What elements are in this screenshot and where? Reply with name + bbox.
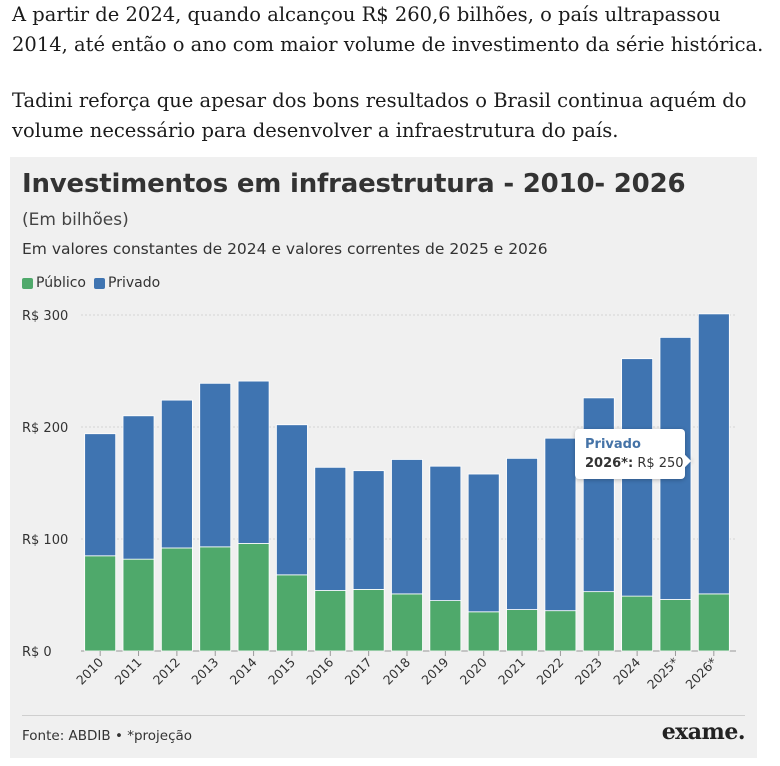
tooltip-category: 2026*:	[585, 456, 634, 471]
x-tick-label: 2018	[380, 654, 413, 687]
chart-note: Em valores constantes de 2024 e valores …	[22, 240, 548, 258]
x-tick-label: 2017	[342, 655, 375, 688]
bar-publico-2017[interactable]	[352, 588, 385, 652]
bar-publico-2024[interactable]	[621, 595, 654, 652]
x-tick-label: 2023	[572, 655, 605, 688]
article-paragraph-1: A partir de 2024, quando alcançou R$ 260…	[12, 3, 764, 56]
x-tick-label: 2013	[188, 655, 221, 688]
x-axis: 2010 2011 2012 2013 2014 2015 2016 2017 2018 2019…	[73, 651, 720, 692]
bar-privado-2018[interactable]	[391, 459, 423, 595]
bar-privado-2017[interactable]	[352, 470, 385, 590]
bar-privado-2026[interactable]	[697, 313, 730, 595]
legend-swatch-publico	[22, 277, 33, 289]
tooltip-value: R$ 250	[637, 456, 684, 471]
bar-privado-2022[interactable]	[544, 437, 577, 612]
bar-publico-2026[interactable]	[697, 593, 730, 652]
bar-privado-2011[interactable]	[122, 415, 155, 560]
tooltip-value-line: 2026*: R$ 250	[585, 456, 684, 471]
chart-card: R$ 0 R$ 100 R$ 200 R$ 300 2010 2011 2012 2013 2…	[10, 157, 757, 758]
footer-divider	[22, 715, 745, 716]
x-tick-label: 2012	[150, 655, 183, 688]
y-tick-label: R$ 100	[22, 533, 68, 548]
bar-privado-2019[interactable]	[429, 465, 462, 602]
legend-label-privado: Privado	[108, 275, 161, 291]
bar-privado-2014[interactable]	[237, 380, 270, 544]
bar-privado-2015[interactable]	[276, 424, 308, 576]
legend-label-publico: Público	[36, 275, 86, 291]
bar-publico-2012[interactable]	[160, 547, 193, 652]
exame-logo: exame.	[661, 719, 746, 745]
article-paragraph-2: Tadini reforça que apesar dos bons resul…	[12, 89, 747, 142]
bar-publico-2020[interactable]	[467, 611, 500, 652]
bar-publico-2011[interactable]	[122, 558, 155, 652]
bar-publico-2015[interactable]	[276, 574, 308, 652]
bar-publico-2021[interactable]	[506, 609, 538, 652]
x-tick-label: 2025*	[644, 655, 682, 693]
tooltip-series: Privado	[585, 437, 641, 452]
bar-publico-2025[interactable]	[659, 599, 692, 652]
chart-source: Fonte: ABDIB • *projeção	[22, 728, 193, 744]
bar-privado-2023[interactable]	[582, 397, 615, 593]
bar-publico-2022[interactable]	[544, 610, 577, 652]
bar-privado-2020[interactable]	[467, 473, 500, 613]
legend-item-publico[interactable]: Público	[22, 275, 86, 291]
bars[interactable]	[84, 313, 730, 652]
bar-publico-2014[interactable]	[237, 543, 270, 652]
y-axis: R$ 0 R$ 100 R$ 200 R$ 300	[22, 309, 68, 660]
bar-publico-2013[interactable]	[199, 546, 232, 652]
bar-privado-2021[interactable]	[506, 457, 538, 610]
bar-privado-2012[interactable]	[160, 399, 193, 549]
x-tick-label: 2014	[227, 654, 260, 687]
chart-legend: Público Privado	[22, 275, 168, 291]
x-tick-label: 2021	[495, 655, 528, 688]
bar-publico-2016[interactable]	[314, 590, 347, 652]
bar-publico-2018[interactable]	[391, 593, 423, 652]
x-tick-label: 2011	[112, 655, 145, 688]
x-tick-label: 2016	[303, 654, 336, 687]
bar-privado-2013[interactable]	[199, 382, 232, 548]
y-tick-label: R$ 0	[22, 645, 52, 660]
chart-title: Investimentos em infraestrutura - 2010- …	[22, 169, 686, 199]
y-tick-label: R$ 300	[22, 309, 68, 324]
bar-privado-2016[interactable]	[314, 466, 347, 591]
x-tick-label: 2024	[610, 654, 643, 687]
x-tick-label: 2026*	[682, 655, 720, 693]
x-tick-label: 2015	[265, 655, 298, 688]
bar-publico-2010[interactable]	[84, 555, 117, 652]
legend-item-privado[interactable]: Privado	[94, 275, 160, 291]
x-tick-label: 2010	[73, 654, 106, 687]
legend-swatch-privado	[94, 277, 105, 289]
chart-tooltip: Privado 2026*: R$ 250	[575, 429, 692, 479]
bar-privado-2010[interactable]	[84, 433, 117, 557]
x-tick-label: 2020	[457, 654, 490, 687]
x-tick-label: 2022	[533, 655, 566, 688]
bar-publico-2019[interactable]	[429, 600, 462, 652]
x-tick-label: 2019	[418, 654, 451, 687]
bar-publico-2023[interactable]	[582, 591, 615, 652]
chart-subtitle: (Em bilhões)	[22, 210, 129, 230]
y-tick-label: R$ 200	[22, 421, 68, 436]
